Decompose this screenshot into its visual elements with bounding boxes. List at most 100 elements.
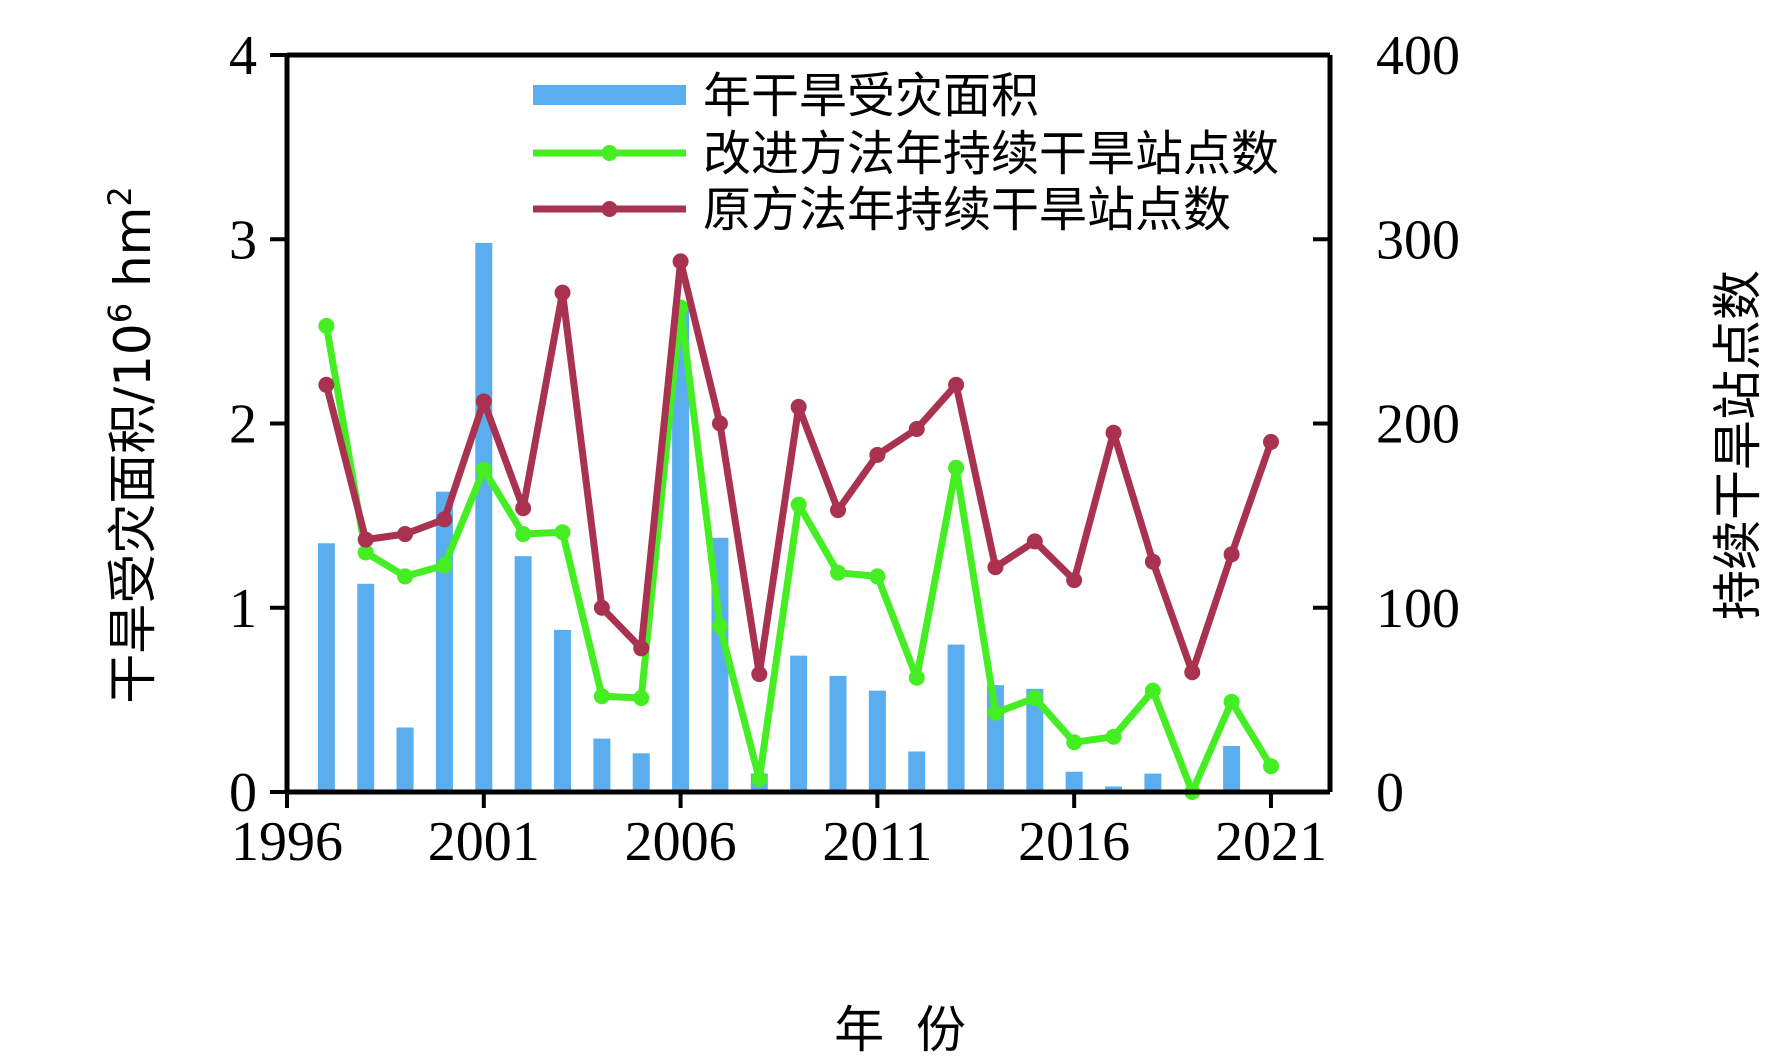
series-2-point-2003 xyxy=(554,284,571,301)
series-2-point-2008 xyxy=(751,666,768,683)
bar-2013 xyxy=(947,644,965,792)
left-y-axis-title-exp: 6 xyxy=(101,303,139,323)
bar-1999 xyxy=(396,727,414,792)
series-2-point-2021 xyxy=(1262,433,1279,450)
left-y-tick-label-2: 2 xyxy=(229,394,257,456)
series-2-point-2019 xyxy=(1184,664,1201,681)
series-1-point-2015 xyxy=(1026,690,1043,707)
bar-2012 xyxy=(908,751,926,792)
series-1-point-2013 xyxy=(948,459,965,476)
series-1-point-2005 xyxy=(633,690,650,707)
series-1-point-1998 xyxy=(357,544,374,561)
series-1-point-2016 xyxy=(1066,734,1083,751)
series-2-point-1999 xyxy=(397,526,414,543)
bar-2002 xyxy=(514,556,532,792)
series-1-point-2007 xyxy=(711,618,728,635)
legend-swatch-marker-1 xyxy=(601,145,618,161)
series-line-2 xyxy=(323,257,1275,678)
bar-2020 xyxy=(1223,745,1241,792)
bar-2000 xyxy=(435,491,453,792)
bar-2015 xyxy=(1026,688,1044,792)
series-1-point-2002 xyxy=(515,526,532,543)
x-tick-label-2021: 2021 xyxy=(1215,811,1327,873)
series-1-point-2000 xyxy=(436,557,453,574)
series-1-point-2011 xyxy=(869,568,886,585)
series-1-point-2020 xyxy=(1223,693,1240,710)
x-axis-title: 年 份 xyxy=(834,1001,966,1059)
right-y-tick-label-100: 100 xyxy=(1376,578,1460,640)
series-2-point-2011 xyxy=(869,446,886,463)
series-2-point-2016 xyxy=(1066,572,1083,589)
legend-swatch-marker-2 xyxy=(601,201,618,217)
left-y-axis-title: 干旱受灾面积/106 hm2 xyxy=(101,186,162,703)
series-1-point-2010 xyxy=(830,564,847,581)
left-y-axis-title-main: 干旱受灾面积/10 xyxy=(104,323,162,703)
right-y-tick-label-0: 0 xyxy=(1376,762,1404,824)
x-tick-label-2016: 2016 xyxy=(1018,811,1130,873)
bar-2001 xyxy=(475,242,493,792)
x-tick-label-2006: 2006 xyxy=(625,811,737,873)
bar-2009 xyxy=(790,655,808,792)
series-1-point-2008 xyxy=(751,771,768,788)
bar-2018 xyxy=(1144,773,1162,792)
left-y-tick-label-4: 4 xyxy=(229,25,257,87)
series-2-point-2017 xyxy=(1105,424,1122,441)
series-2-point-2009 xyxy=(790,398,807,415)
bar-2017 xyxy=(1105,786,1123,792)
right-y-tick-label-400: 400 xyxy=(1376,25,1460,87)
series-1-point-2021 xyxy=(1262,758,1279,775)
x-tick-label-1996: 1996 xyxy=(231,811,343,873)
series-2-point-2020 xyxy=(1223,546,1240,563)
left-y-tick-label-0: 0 xyxy=(229,762,257,824)
bar-2010 xyxy=(829,675,847,792)
bar-2004 xyxy=(593,738,611,792)
series-2-point-2014 xyxy=(987,559,1004,576)
series-2-point-2007 xyxy=(711,415,728,432)
series-2-point-2001 xyxy=(475,393,492,410)
legend-label-1: 改进方法年持续干旱站点数 xyxy=(703,126,1279,182)
bar-1998 xyxy=(357,583,375,792)
series-1-point-2009 xyxy=(790,496,807,513)
series-2-point-2000 xyxy=(436,511,453,528)
series-1-point-2018 xyxy=(1144,682,1161,699)
line-series xyxy=(318,253,1279,800)
series-2-point-1997 xyxy=(318,376,335,393)
left-y-axis-title-unit: hm xyxy=(104,207,162,303)
x-tick-label-2001: 2001 xyxy=(428,811,540,873)
series-1-point-1999 xyxy=(397,568,414,585)
bar-2005 xyxy=(632,753,650,792)
series-1-point-2003 xyxy=(554,524,571,541)
series-1-point-2014 xyxy=(987,704,1004,721)
series-2-point-1998 xyxy=(357,531,374,548)
bar-2016 xyxy=(1065,771,1083,792)
bar-2006 xyxy=(672,307,690,792)
bar-2011 xyxy=(868,690,886,792)
series-2-point-2002 xyxy=(515,500,532,517)
series-2-point-2010 xyxy=(830,502,847,519)
series-1-point-2001 xyxy=(475,461,492,478)
bar-1997 xyxy=(317,543,335,792)
legend-label-2: 原方法年持续干旱站点数 xyxy=(703,182,1231,238)
right-y-tick-label-200: 200 xyxy=(1376,394,1460,456)
right-y-axis-title: 持续干旱站点数 xyxy=(1709,270,1767,620)
series-2-point-2004 xyxy=(593,599,610,616)
legend-label-0: 年干旱受灾面积 xyxy=(703,68,1039,124)
series-2-point-2012 xyxy=(908,421,925,438)
left-y-tick-label-1: 1 xyxy=(229,578,257,640)
series-1-point-1997 xyxy=(318,317,335,334)
series-2-point-2018 xyxy=(1144,553,1161,570)
x-tick-label-2011: 2011 xyxy=(822,811,932,873)
legend-swatch-bar xyxy=(533,85,686,105)
left-y-tick-label-3: 3 xyxy=(229,209,257,271)
bar-2003 xyxy=(554,629,572,792)
left-y-axis-title-unit-exp: 2 xyxy=(101,186,139,206)
axes: 1996 2001 2006 2011 2016 2021 0 1 2 3 4 0 100 200 300 4… xyxy=(229,25,1460,873)
series-1-point-2017 xyxy=(1105,728,1122,745)
series-2-point-2005 xyxy=(633,640,650,657)
series-2-point-2006 xyxy=(672,253,689,270)
series-2-point-2015 xyxy=(1026,533,1043,550)
series-1-point-2012 xyxy=(908,669,925,686)
right-y-tick-label-300: 300 xyxy=(1376,209,1460,271)
